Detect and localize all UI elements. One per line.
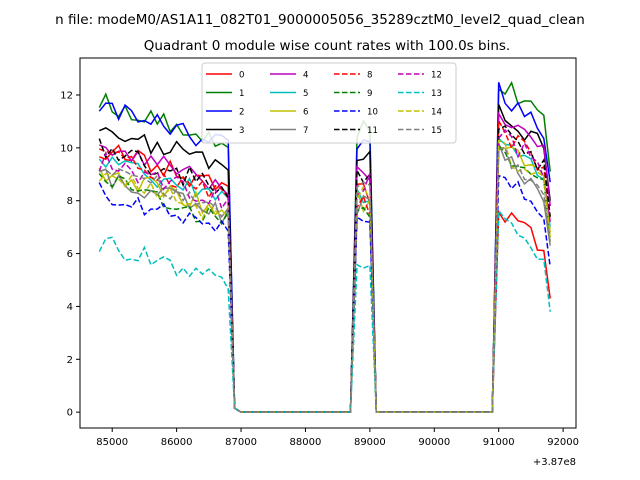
x-tick-label: 86000 — [161, 437, 193, 448]
series-line-14 — [98, 139, 551, 413]
legend-label: 0 — [239, 71, 244, 81]
series-line-7 — [99, 143, 551, 413]
x-tick-label: 92000 — [547, 437, 579, 448]
series-line-0 — [99, 144, 551, 413]
legend-label: 11 — [367, 126, 378, 136]
series-layer — [98, 80, 551, 413]
legend-label: 4 — [303, 71, 308, 81]
x-tick-label: 85000 — [96, 437, 128, 448]
x-tick-label: 91000 — [483, 437, 515, 448]
figure-suptitle: n file: modeM0/AS1A11_082T01_9000005056_… — [55, 12, 585, 28]
series-line-8 — [99, 117, 551, 413]
legend-label: 10 — [367, 108, 378, 118]
legend-label: 7 — [303, 126, 308, 136]
y-tick-label: 6 — [67, 249, 73, 260]
series-line-6 — [98, 146, 551, 413]
legend-label: 5 — [303, 89, 308, 99]
y-tick-label: 2 — [67, 355, 73, 366]
x-tick-label: 87000 — [225, 437, 257, 448]
series-line-10 — [98, 174, 551, 413]
y-tick-label: 8 — [67, 196, 73, 207]
legend-label: 15 — [431, 126, 442, 136]
x-tick-label: 90000 — [418, 437, 450, 448]
y-tick-label: 10 — [60, 143, 73, 154]
series-line-9 — [98, 143, 551, 413]
series-line-15 — [99, 146, 551, 413]
y-axis: 0 2 4 6 8 10 12 — [60, 91, 80, 419]
series-line-12 — [98, 128, 551, 413]
plot-frame — [79, 57, 577, 429]
series-line-4 — [99, 110, 551, 413]
y-tick-label: 0 — [67, 408, 73, 419]
legend-label: 6 — [303, 108, 308, 118]
legend-label: 9 — [367, 89, 372, 99]
x-tick-label: 89000 — [354, 437, 386, 448]
x-axis: 85000 86000 87000 88000 89000 90000 91000 92000 — [96, 428, 579, 448]
y-tick-label: 12 — [60, 91, 73, 102]
legend-label: 8 — [367, 71, 372, 81]
legend-label: 14 — [431, 108, 442, 118]
legend-label: 13 — [431, 89, 442, 99]
y-tick-label: 4 — [67, 302, 73, 313]
x-tick-label: 88000 — [290, 437, 322, 448]
legend-label: 3 — [239, 126, 244, 136]
legend-label: 12 — [431, 71, 442, 81]
legend-label: 1 — [239, 89, 244, 99]
x-axis-offset-label: +3.87e8 — [533, 457, 576, 468]
legend-box — [201, 62, 457, 144]
legend-label: 2 — [239, 108, 244, 118]
chart-title: Quadrant 0 module wise count rates with … — [144, 38, 510, 54]
series-line-13 — [98, 208, 551, 413]
